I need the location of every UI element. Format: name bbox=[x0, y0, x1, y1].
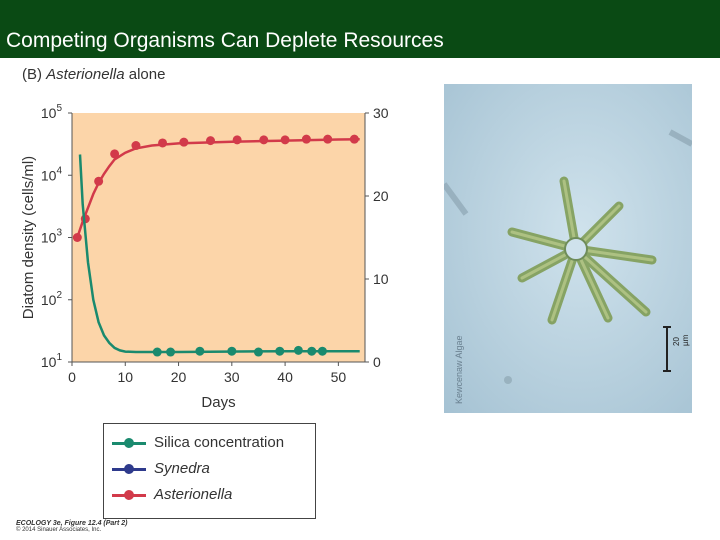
panel-label: (B) Asterionella alone bbox=[22, 66, 165, 83]
panel-label-prefix: (B) bbox=[22, 66, 42, 83]
data-point-silica-concentration bbox=[195, 346, 205, 356]
legend-item-asterionella: Asterionella bbox=[112, 484, 312, 506]
y-right-tick-label: 20 bbox=[373, 188, 389, 204]
legend-label-silica: Silica concentration bbox=[154, 434, 285, 451]
data-point-silica-concentration bbox=[307, 346, 317, 356]
y-left-tick-label: 105 bbox=[41, 103, 63, 121]
figure-credit: ECOLOGY 3e, Figure 12.4 (Part 2) © 2014 … bbox=[16, 520, 128, 533]
legend-dot-asterionella bbox=[124, 490, 134, 500]
photo-credit: Kewcenaw Algae bbox=[454, 335, 464, 404]
data-point-asterionella bbox=[349, 134, 359, 144]
y-left-tick-label: 103 bbox=[41, 228, 63, 246]
data-point-asterionella bbox=[158, 138, 168, 148]
slide-title-bar: Competing Organisms Can Deplete Resource… bbox=[0, 0, 720, 58]
data-point-asterionella bbox=[94, 176, 104, 186]
data-point-silica-concentration bbox=[152, 347, 162, 357]
y-left-tick-label: 102 bbox=[41, 290, 63, 308]
x-axis-label: Days bbox=[201, 394, 235, 411]
data-point-asterionella bbox=[280, 135, 290, 145]
data-point-silica-concentration bbox=[253, 347, 263, 357]
x-tick-label: 40 bbox=[277, 369, 293, 385]
scale-bar-cap-bottom bbox=[663, 370, 671, 372]
data-point-asterionella bbox=[179, 137, 189, 147]
legend-item-silica: Silica concentration bbox=[112, 432, 312, 454]
y-right-tick-label: 0 bbox=[373, 354, 381, 370]
data-point-asterionella bbox=[72, 233, 82, 242]
credit-line-1: ECOLOGY 3e, Figure 12.4 (Part 2) bbox=[16, 520, 128, 527]
data-point-asterionella bbox=[259, 135, 269, 145]
x-tick-label: 20 bbox=[171, 369, 187, 385]
data-point-silica-concentration bbox=[166, 347, 176, 357]
data-point-silica-concentration bbox=[317, 346, 327, 356]
scale-label: 20 µm bbox=[672, 334, 690, 346]
panel-label-suffix: alone bbox=[124, 66, 166, 83]
data-point-silica-concentration bbox=[227, 346, 237, 356]
y-left-axis-label: Diatom density (cells/ml) bbox=[20, 156, 37, 319]
data-point-asterionella bbox=[323, 134, 333, 144]
x-tick-label: 10 bbox=[117, 369, 133, 385]
legend-label-synedra: Synedra bbox=[154, 460, 210, 477]
asterionella-colony-image bbox=[444, 129, 692, 384]
scale-bar-cap-top bbox=[663, 326, 671, 328]
legend-item-synedra: Synedra bbox=[112, 458, 312, 480]
x-tick-label: 0 bbox=[68, 369, 76, 385]
diatom-micrograph: 20 µm Kewcenaw Algae bbox=[444, 84, 692, 413]
legend-label-asterionella: Asterionella bbox=[154, 486, 233, 503]
data-point-silica-concentration bbox=[293, 345, 303, 355]
data-point-asterionella bbox=[301, 134, 311, 144]
chart-legend: Silica concentration Synedra Asterionell… bbox=[103, 423, 316, 519]
data-point-asterionella bbox=[206, 136, 216, 146]
x-tick-label: 30 bbox=[224, 369, 240, 385]
data-point-asterionella bbox=[232, 135, 242, 145]
panel-label-species: Asterionella bbox=[46, 66, 125, 83]
data-point-silica-concentration bbox=[275, 346, 285, 356]
y-left-tick-label: 101 bbox=[41, 352, 63, 370]
scale-bar bbox=[666, 326, 668, 372]
data-point-asterionella bbox=[131, 141, 141, 151]
slide-title: Competing Organisms Can Deplete Resource… bbox=[6, 29, 444, 52]
credit-line-2: © 2014 Sinauer Associates, Inc. bbox=[16, 527, 102, 533]
legend-dot-synedra bbox=[124, 464, 134, 474]
data-point-asterionella bbox=[110, 149, 120, 159]
y-right-tick-label: 30 bbox=[373, 105, 389, 121]
y-right-tick-label: 10 bbox=[373, 271, 389, 287]
diatom-chart: 0 10 20 30 40 50 101 102 103 104 105 0 10 20 30 Days Dia… bbox=[20, 103, 389, 411]
legend-dot-silica bbox=[124, 438, 134, 448]
series-line-asterionella bbox=[76, 137, 360, 238]
x-tick-label: 50 bbox=[331, 369, 347, 385]
y-left-tick-label: 104 bbox=[41, 165, 63, 183]
